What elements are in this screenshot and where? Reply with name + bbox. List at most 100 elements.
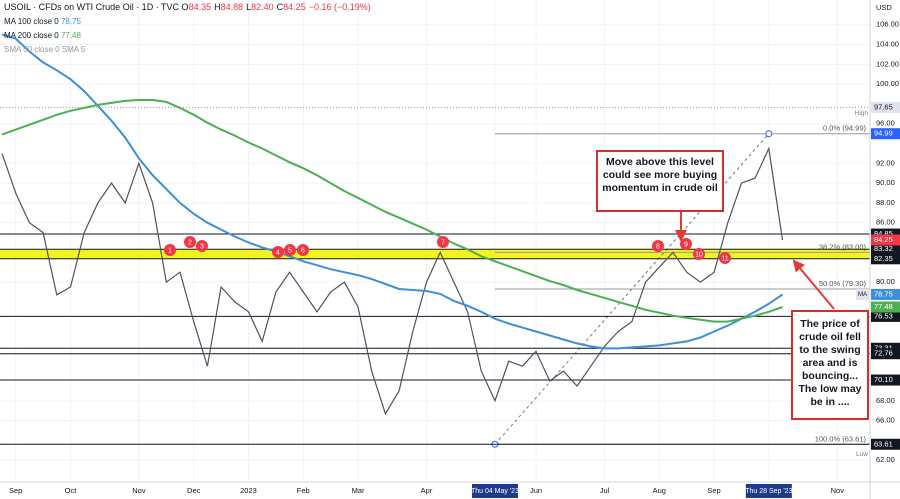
price-tag [871, 243, 900, 255]
price-tag-label: 76.53 [874, 311, 893, 320]
y-tick-label: 92.00 [876, 158, 895, 167]
ohlc: O84.35 H84.88 L82.40 C84.25 −0.16 (−0.19%) [182, 2, 374, 12]
x-tick-label: Sep [707, 486, 720, 495]
ohlc-value: 84.88 [220, 2, 244, 12]
marker-label: 7 [441, 239, 445, 246]
fib-anchor [765, 130, 773, 138]
y-tick-label: 96.00 [876, 119, 895, 128]
high-tag: High [855, 110, 869, 117]
x-tick-label: Oct [65, 486, 78, 495]
tag-badge-label: MA [858, 292, 867, 298]
fib-label: 0.0% (94.99) [823, 124, 866, 133]
y-tick-label: 88.00 [876, 198, 895, 207]
y-tick-label: 86.00 [876, 218, 895, 227]
y-tick-label: 66.00 [876, 416, 895, 425]
marker [652, 240, 664, 252]
price-tag [871, 310, 900, 322]
chart-title: USOIL · CFDs on WTI Crude Oil · 1D · TVC [4, 2, 180, 12]
low-tag: Low [856, 451, 868, 458]
fib-label: 100.0% (63.61) [815, 434, 867, 443]
date-highlight [745, 484, 792, 498]
legend-value: 77.48 [60, 31, 81, 40]
legend-sma: SMA 50 close 0 SMA 5 [4, 45, 85, 54]
y-tick-label: 68.00 [876, 396, 895, 405]
x-tick-label: Nov [831, 486, 845, 495]
marker-label: 9 [684, 241, 688, 248]
marker-label: 1 [168, 247, 172, 254]
price-tag-label: 94.99 [874, 129, 893, 138]
legend-value: 78.75 [60, 17, 81, 26]
annotation-box: The price of crude oil fell to the swing… [791, 310, 869, 420]
x-tick-label: Apr [421, 486, 433, 495]
price-tag-label: 83.32 [874, 244, 893, 253]
price-tag-label: 78.75 [874, 289, 893, 298]
x-tick-label: 2023 [240, 486, 257, 495]
marker [184, 236, 196, 248]
y-tick-label: 90.00 [876, 178, 895, 187]
price-tag [871, 301, 900, 313]
x-tick-label: Mar [352, 486, 365, 495]
marker [297, 244, 309, 256]
ohlc-value: −0.16 (−0.19%) [308, 2, 371, 12]
y-tick-label: 100.00 [876, 79, 899, 88]
ohlc-value: 84.25 [283, 2, 306, 12]
series-line [1, 33, 784, 350]
ohlc-value: 84.35 [188, 2, 212, 12]
ohlc-key: L [246, 2, 252, 12]
marker-label: 6 [301, 247, 305, 254]
x-tick-label: Dec [187, 486, 201, 495]
legend-ma200: MA 200 close 0 77.48 [4, 31, 81, 40]
price-tag [871, 128, 900, 140]
ohlc-value: 82.40 [251, 2, 274, 12]
marker [284, 244, 296, 256]
ohlc-key: O [181, 2, 189, 12]
tag-badge [856, 288, 869, 300]
marker-label: 10 [695, 251, 703, 258]
price-tag [871, 228, 900, 240]
price-tag [871, 348, 900, 360]
y-tick-label: 62.00 [876, 455, 895, 464]
price-tag-label: 84.85 [874, 229, 893, 238]
marker-label: 2 [188, 239, 192, 246]
marker [164, 244, 176, 256]
marker-label: 5 [288, 247, 292, 254]
y-tick-label: 104.00 [876, 40, 899, 49]
marker [437, 236, 449, 248]
legend-name: MA 100 close 0 [4, 17, 59, 26]
y-tick-label: 106.00 [876, 20, 899, 29]
legend-name: MA 200 close 0 [4, 31, 59, 40]
legend-title-row: USOIL · CFDs on WTI Crude Oil · 1D · TVC… [4, 2, 374, 12]
x-tick-label: Thu 04 May '23 [471, 488, 519, 495]
price-tag-label: 70.10 [874, 375, 893, 384]
x-tick-label: Sep [9, 486, 22, 495]
marker-label: 11 [721, 255, 728, 262]
marker-label: 3 [200, 243, 204, 250]
price-tag-label: 84.25 [874, 235, 893, 244]
series-line [1, 99, 783, 323]
x-tick-label: Jul [600, 486, 610, 495]
series-line [1, 146, 784, 416]
price-tag [871, 374, 900, 386]
y-tick-label: 80.00 [876, 277, 895, 286]
price-tag [871, 101, 900, 113]
price-tag-label: 73.31 [874, 343, 893, 352]
currency: USD [876, 3, 892, 12]
legend-name: SMA 50 close 0 SMA 5 [4, 45, 86, 54]
y-tick-label: 102.00 [876, 59, 899, 68]
marker [272, 246, 284, 258]
price-tag [871, 438, 900, 450]
ohlc-key: C [276, 2, 284, 12]
x-tick-label: Thu 28 Sep '23 [745, 488, 792, 495]
marker-label: 4 [276, 249, 280, 256]
price-tag-label: 97.65 [874, 102, 893, 111]
date-highlight [471, 484, 518, 498]
price-tag [871, 288, 900, 300]
marker [196, 240, 208, 252]
x-tick-label: Aug [653, 486, 666, 495]
zone-band [0, 249, 870, 259]
marker [693, 248, 705, 260]
price-tag-label: 77.48 [874, 302, 893, 311]
arrow [792, 259, 835, 310]
